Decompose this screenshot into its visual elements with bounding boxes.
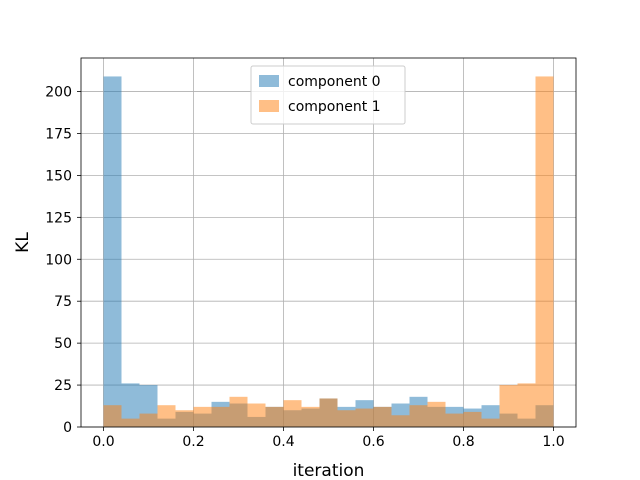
x-axis-ticks: 0.0 0.2 0.4 0.6 0.8 1.0 (92, 427, 565, 450)
bar (211, 406, 230, 427)
bar (499, 385, 518, 427)
x-tick-label: 0.6 (362, 434, 384, 450)
bar (463, 411, 482, 427)
bar (391, 415, 410, 427)
x-tick-label: 0.8 (452, 434, 474, 450)
bar (301, 406, 320, 427)
legend-box (250, 65, 406, 125)
plot-frame (80, 57, 577, 428)
bar (409, 405, 428, 427)
bar (103, 405, 122, 427)
y-tick-label: 75 (54, 294, 72, 310)
series-1-bars (103, 76, 554, 427)
y-tick-label: 200 (45, 85, 72, 101)
x-tick-label: 0.2 (182, 434, 204, 450)
y-tick-label: 25 (54, 378, 72, 394)
bar (175, 410, 194, 427)
legend: component 0 component 1 (250, 65, 406, 125)
bar (247, 403, 266, 427)
x-tick-label: 1.0 (542, 434, 564, 450)
x-axis-label: iteration (293, 461, 365, 480)
bar (319, 398, 338, 427)
bar (373, 406, 392, 427)
y-axis-ticks: 0 25 50 75 100 125 150 175 200 (45, 85, 81, 436)
legend-label: component 0 (288, 74, 381, 90)
bar (355, 408, 374, 427)
bar (535, 76, 554, 427)
bar (481, 418, 500, 427)
y-tick-label: 150 (45, 168, 72, 184)
legend-label: component 1 (288, 99, 381, 115)
bar (265, 406, 284, 427)
bar (229, 396, 248, 427)
y-tick-label: 0 (63, 420, 72, 436)
bar (103, 76, 122, 427)
bar (157, 405, 176, 427)
bar (427, 401, 446, 427)
bar (283, 400, 302, 427)
y-tick-label: 175 (45, 126, 72, 142)
y-axis-label: KL (13, 232, 33, 253)
bar (517, 383, 536, 427)
legend-swatch (259, 75, 279, 87)
bar (337, 410, 356, 427)
y-tick-label: 125 (45, 210, 72, 226)
x-tick-label: 0.0 (92, 434, 114, 450)
x-tick-label: 0.4 (272, 434, 294, 450)
y-tick-label: 50 (54, 336, 72, 352)
legend-swatch (259, 100, 279, 112)
histogram-bars (103, 76, 554, 427)
bar (445, 413, 464, 427)
bar (193, 406, 212, 427)
y-tick-label: 100 (45, 252, 72, 268)
bar (121, 418, 140, 427)
bar (139, 413, 158, 427)
bar (121, 383, 140, 427)
